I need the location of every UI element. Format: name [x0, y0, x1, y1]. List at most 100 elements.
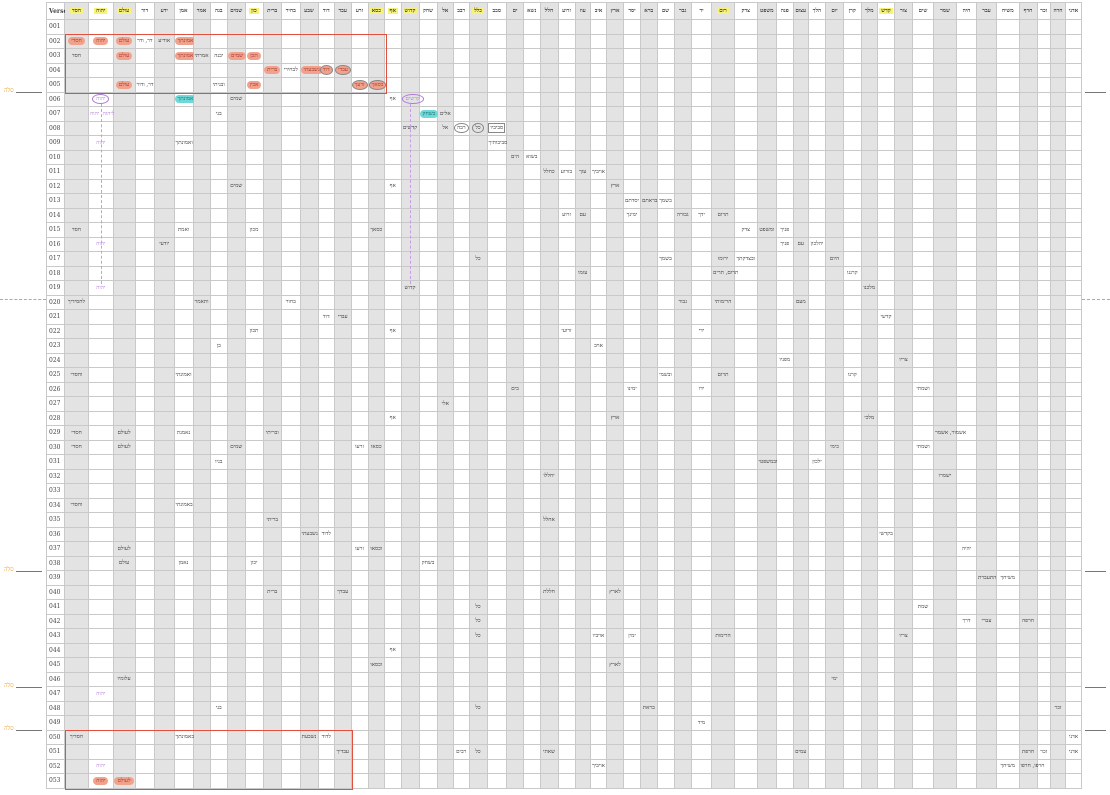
word-token[interactable]: חסד	[71, 52, 82, 59]
word-token[interactable]: בים	[511, 386, 519, 393]
word-token[interactable]: זכר	[1040, 748, 1048, 755]
column-header[interactable]: ידע	[154, 2, 175, 20]
word-token[interactable]: חרפה	[1021, 618, 1034, 625]
word-token[interactable]: בראת	[642, 705, 655, 712]
word-token[interactable]: כסאך	[370, 226, 383, 233]
column-header[interactable]: סבב	[486, 2, 507, 20]
word-token[interactable]: מפניו	[779, 357, 791, 364]
column-header[interactable]: יסד	[623, 2, 641, 20]
word-token[interactable]: יחללו	[543, 473, 555, 480]
word-token[interactable]: באמונתי	[175, 502, 193, 509]
word-token[interactable]: אמונתך	[174, 37, 197, 46]
word-token[interactable]: בשמך	[659, 255, 672, 262]
word-token[interactable]: כל	[475, 748, 481, 755]
word-token[interactable]: התעברת	[978, 574, 997, 581]
word-token[interactable]: בחור	[285, 299, 296, 306]
column-header[interactable]: פנה	[776, 2, 794, 20]
word-token[interactable]: עם	[579, 212, 587, 219]
word-token[interactable]: עולם	[115, 80, 133, 89]
word-token[interactable]: חסד	[71, 226, 82, 233]
word-token[interactable]: תכון	[249, 328, 259, 335]
word-token[interactable]: עולם	[118, 560, 130, 567]
word-token[interactable]: לדוד	[321, 734, 331, 741]
column-header[interactable]: שבע	[299, 2, 319, 20]
word-token[interactable]: וכסאו	[370, 661, 383, 668]
word-token[interactable]: צריו	[899, 357, 908, 364]
word-token[interactable]: וחסדי	[70, 371, 83, 378]
word-token[interactable]: יהוה	[92, 94, 110, 105]
word-token[interactable]: עזך	[579, 168, 587, 175]
word-token[interactable]: סביבותיך	[488, 139, 508, 146]
word-token[interactable]: משיחך	[1000, 574, 1016, 581]
column-header[interactable]: עבד	[334, 2, 352, 20]
word-token[interactable]: לארץ	[609, 589, 621, 596]
column-header[interactable]: ברית	[262, 2, 282, 20]
word-token[interactable]: כל	[475, 603, 481, 610]
column-header[interactable]: עצום	[792, 2, 809, 20]
column-header[interactable]: איב	[590, 2, 607, 20]
word-token[interactable]: נשבעת	[301, 734, 317, 741]
column-header[interactable]: דור	[134, 2, 155, 20]
word-token[interactable]: כל	[475, 255, 481, 262]
word-token[interactable]: יהוה	[96, 690, 106, 697]
column-header[interactable]: כון	[244, 2, 264, 20]
word-token[interactable]: אף	[389, 96, 396, 103]
word-token[interactable]: בזרוע	[560, 168, 573, 175]
word-token[interactable]: אל	[442, 125, 449, 132]
column-header[interactable]: יום	[825, 2, 844, 20]
word-token[interactable]: ברית	[264, 66, 281, 75]
column-header[interactable]: זרוע	[557, 2, 576, 20]
column-header[interactable]: חיה	[956, 2, 977, 20]
word-token[interactable]: יבנה	[214, 52, 224, 59]
word-token[interactable]: ארץ	[610, 183, 620, 190]
word-token[interactable]: בראתם	[642, 197, 658, 204]
word-token[interactable]: ובצדקתך	[736, 255, 756, 262]
word-token[interactable]: ימין	[628, 632, 636, 639]
column-header[interactable]: אמן	[173, 2, 194, 20]
column-header[interactable]: שים	[912, 2, 934, 20]
word-token[interactable]: וכסאו	[370, 545, 383, 552]
word-token[interactable]: דוד	[319, 65, 333, 76]
word-token[interactable]: יהיה	[961, 545, 972, 552]
word-token[interactable]: מכון	[249, 226, 259, 233]
column-header[interactable]: ברא	[640, 2, 658, 20]
column-header[interactable]: חרה	[1050, 2, 1066, 20]
word-token[interactable]: בני	[215, 705, 222, 712]
word-token[interactable]: עמים	[795, 748, 807, 755]
column-header[interactable]: כסא	[367, 2, 385, 20]
word-token[interactable]: זרעו	[355, 545, 364, 552]
word-token[interactable]: יכון	[250, 560, 258, 567]
word-token[interactable]: שמת	[917, 603, 929, 610]
word-token[interactable]: כימי	[830, 444, 839, 451]
column-header[interactable]: עבר	[976, 2, 997, 20]
word-token[interactable]: ברית	[267, 589, 278, 596]
word-token[interactable]: נאמנת	[176, 429, 191, 436]
word-token[interactable]: כסאו	[370, 444, 382, 451]
word-token[interactable]: חסדי	[68, 37, 85, 46]
word-token[interactable]: ואמונתי	[175, 371, 192, 378]
column-header[interactable]: משפט	[756, 2, 777, 20]
column-header[interactable]: כלל	[468, 2, 488, 20]
word-token[interactable]: יהוה	[96, 284, 106, 291]
word-token[interactable]: זרוע	[562, 212, 571, 219]
word-token[interactable]: אף	[389, 647, 396, 654]
word-token[interactable]: ושמתי	[916, 444, 930, 451]
word-token[interactable]: מלכי	[864, 415, 875, 422]
word-token[interactable]: צריו	[899, 632, 908, 639]
word-token[interactable]: הים	[510, 154, 520, 161]
word-token[interactable]: אויביך	[592, 168, 605, 175]
word-token[interactable]: לעולם	[117, 444, 131, 451]
word-token[interactable]: קרנו	[847, 371, 857, 378]
word-token[interactable]: ימי	[831, 676, 838, 683]
word-token[interactable]: וחסדי	[70, 502, 83, 509]
word-token[interactable]: חרפת	[1021, 748, 1035, 755]
column-header[interactable]: יד	[691, 2, 712, 20]
word-token[interactable]: אחלל	[543, 516, 555, 523]
word-token[interactable]: קרננו	[846, 270, 858, 277]
column-header[interactable]: ים	[506, 2, 524, 20]
word-token[interactable]: עבדך	[337, 589, 349, 596]
word-token[interactable]: כל	[475, 632, 481, 639]
word-token[interactable]: רבה	[454, 123, 469, 134]
word-token[interactable]: ובמשפטי	[758, 458, 778, 465]
word-token[interactable]: ובשמי	[659, 371, 672, 378]
